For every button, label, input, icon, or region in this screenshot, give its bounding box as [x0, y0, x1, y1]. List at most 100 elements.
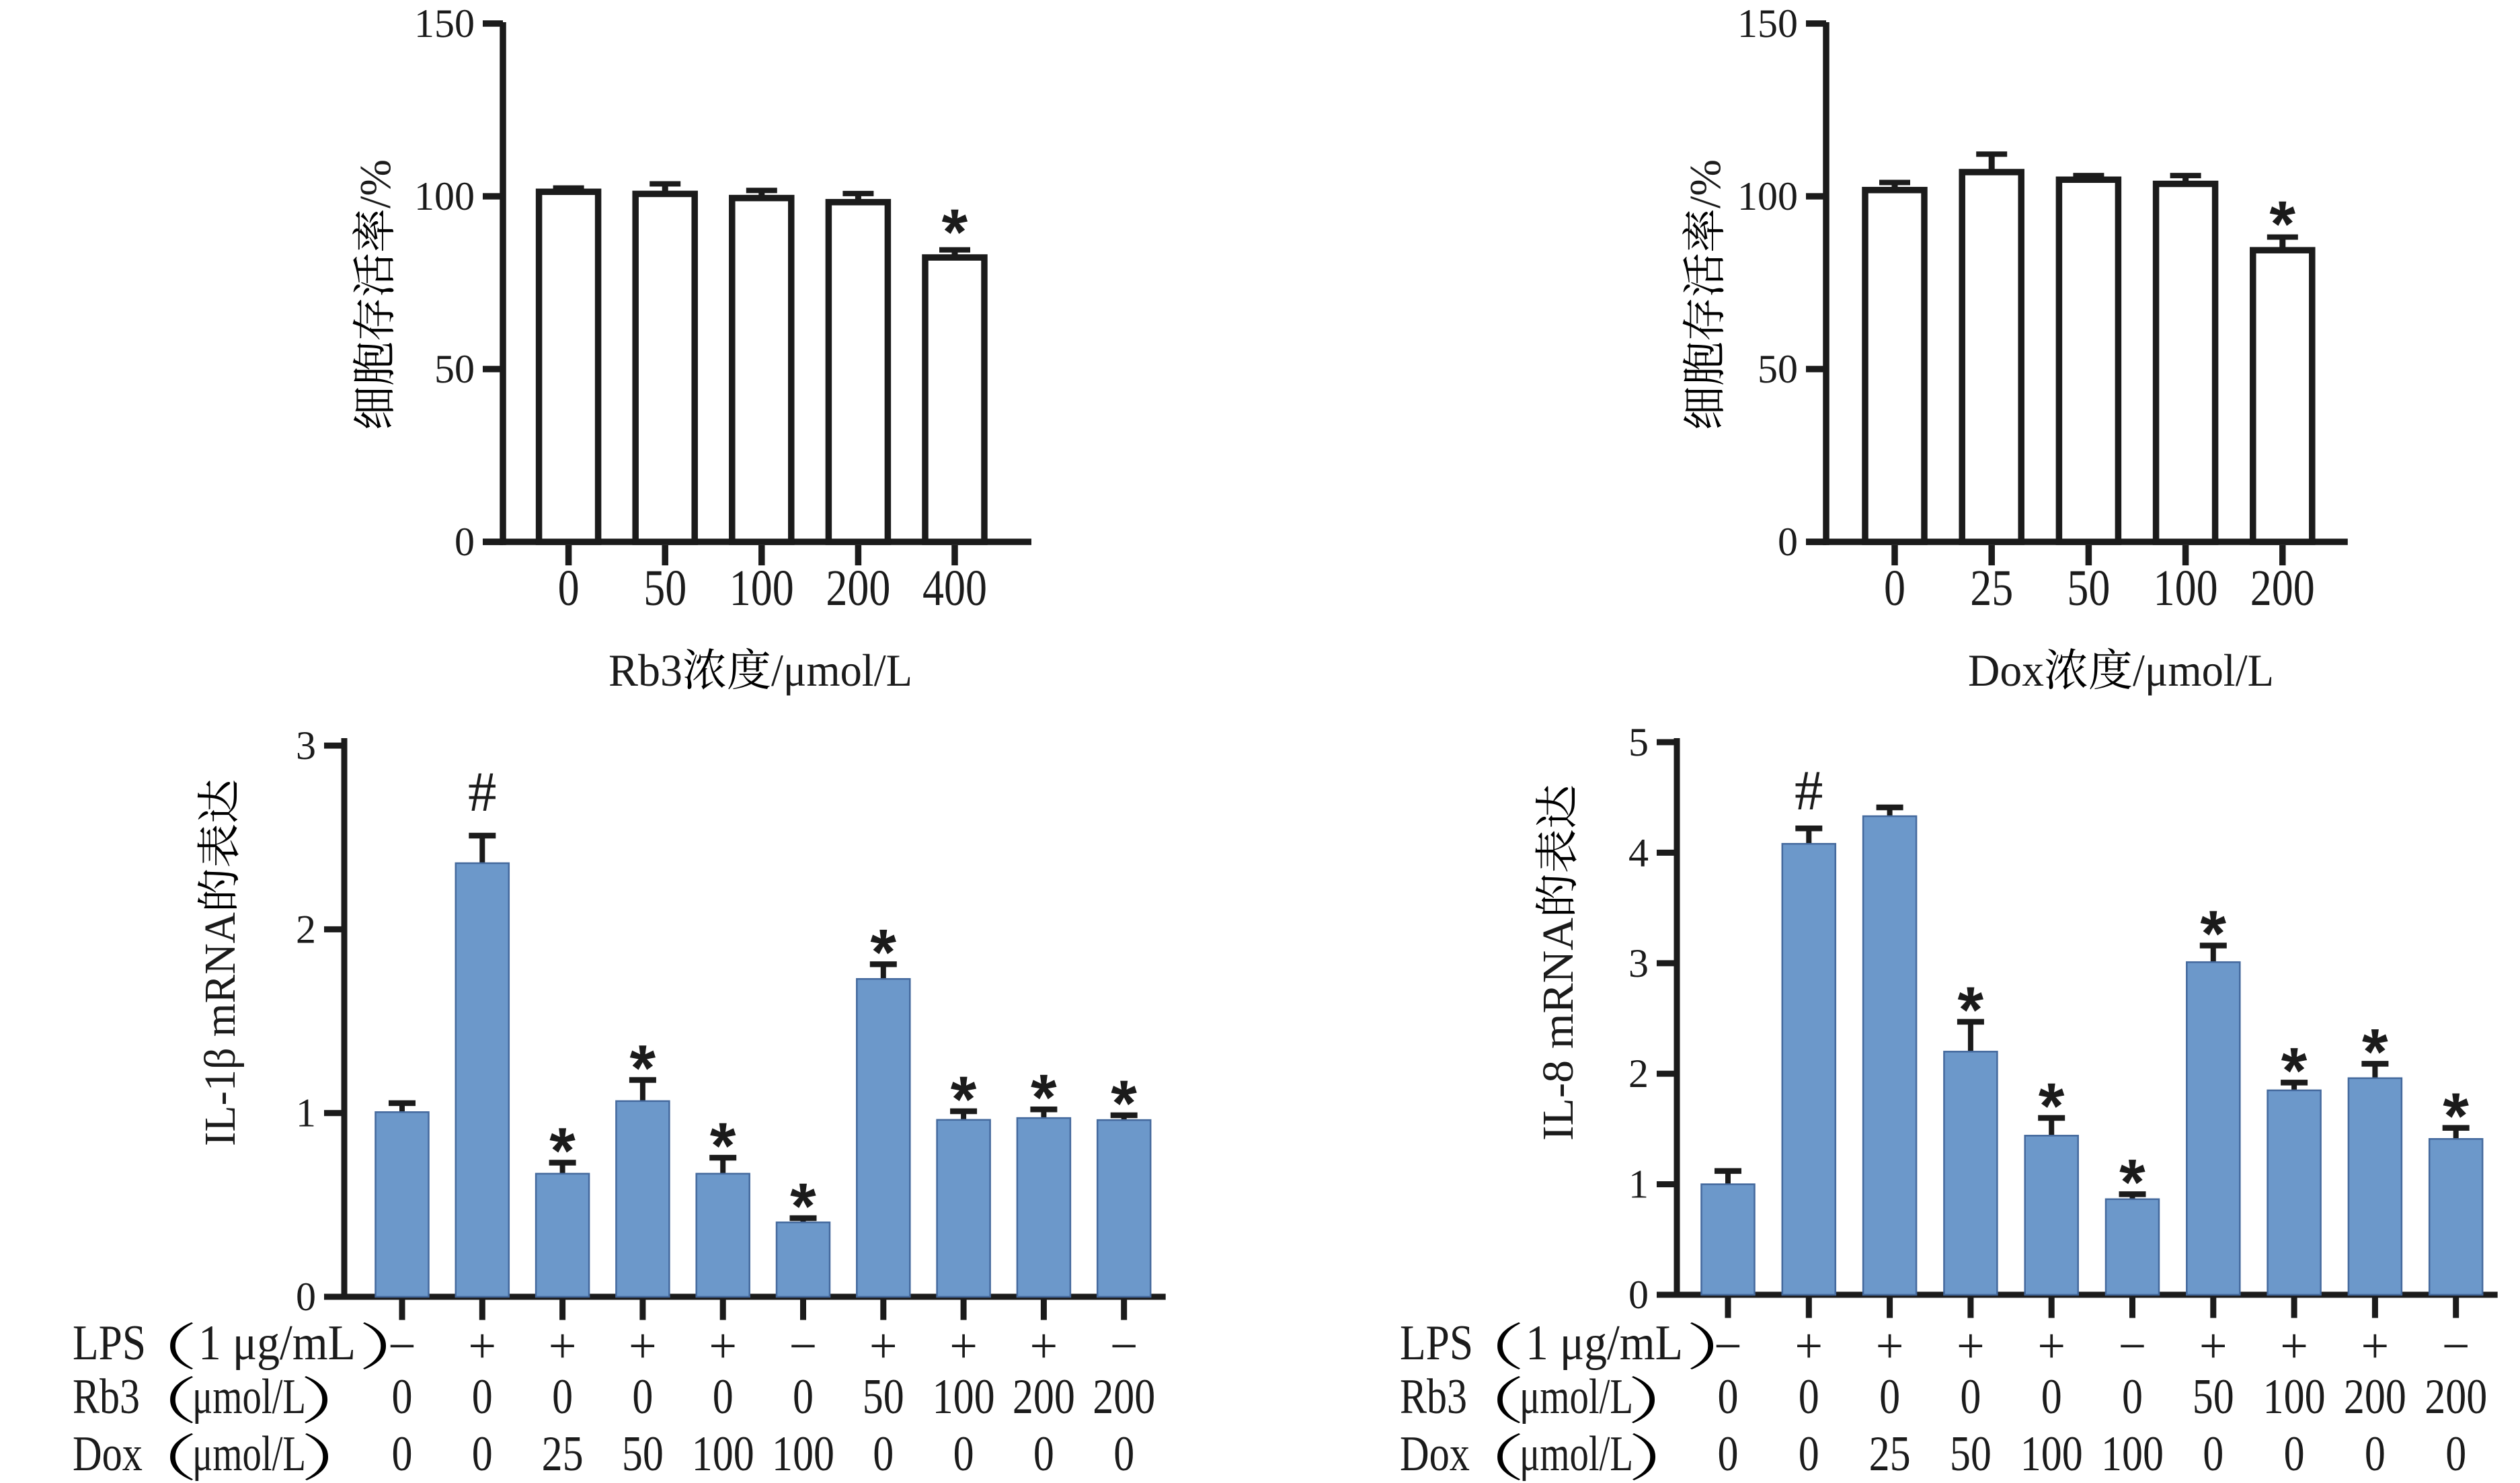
svg-text:+: +	[949, 1319, 978, 1374]
svg-text:1: 1	[1628, 1162, 1649, 1207]
svg-text:100: 100	[730, 560, 794, 616]
svg-text:−: −	[1714, 1319, 1742, 1374]
svg-text:0: 0	[953, 1427, 974, 1482]
svg-text:+: +	[468, 1319, 496, 1374]
svg-text:μmol/L: μmol/L	[192, 1369, 306, 1425]
svg-text:100: 100	[2020, 1427, 2083, 1482]
svg-text:0: 0	[1033, 1427, 1054, 1482]
svg-text:+: +	[2280, 1319, 2308, 1374]
svg-text:2: 2	[1628, 1051, 1649, 1096]
svg-text:#: #	[468, 760, 497, 824]
svg-text:0: 0	[1778, 520, 1798, 564]
svg-text:0: 0	[455, 520, 475, 564]
svg-text:50: 50	[2193, 1369, 2234, 1425]
svg-text:−: −	[1110, 1319, 1138, 1374]
svg-text:/μmol/L: /μmol/L	[2133, 645, 2274, 696]
svg-text:0: 0	[2365, 1427, 2386, 1482]
svg-text:1: 1	[296, 1091, 316, 1135]
svg-text:+: +	[1957, 1319, 1985, 1374]
svg-text:/%: /%	[351, 159, 400, 208]
svg-text:0: 0	[2284, 1427, 2305, 1482]
svg-text:0: 0	[2041, 1369, 2062, 1425]
svg-text:+: +	[629, 1319, 657, 1374]
svg-text:0: 0	[472, 1427, 493, 1482]
svg-text:0: 0	[1879, 1369, 1900, 1425]
svg-text:Dox: Dox	[1968, 645, 2044, 696]
svg-text:+: +	[1795, 1319, 1823, 1374]
svg-text:400: 400	[922, 560, 987, 616]
svg-text:25: 25	[1869, 1427, 1911, 1482]
svg-text:+: +	[1030, 1319, 1058, 1374]
svg-text:/μmol/L: /μmol/L	[771, 645, 912, 696]
svg-text:−: −	[789, 1319, 818, 1374]
svg-text:+: +	[2199, 1319, 2228, 1374]
svg-text:0: 0	[2445, 1427, 2466, 1482]
svg-text:0: 0	[793, 1369, 814, 1425]
svg-text:5: 5	[1628, 720, 1649, 764]
svg-text:+: +	[549, 1319, 577, 1374]
svg-text:0: 0	[1799, 1427, 1819, 1482]
svg-text:50: 50	[1758, 347, 1798, 391]
svg-text:+: +	[709, 1319, 737, 1374]
svg-text:100: 100	[414, 174, 475, 218]
svg-text:0: 0	[1799, 1369, 1819, 1425]
svg-text:200: 200	[1093, 1369, 1155, 1425]
svg-text:4: 4	[1628, 830, 1649, 875]
svg-text:/%: /%	[1681, 159, 1730, 208]
svg-text:Dox: Dox	[1400, 1427, 1470, 1482]
svg-text:LPS: LPS	[1400, 1316, 1473, 1371]
svg-text:0: 0	[1718, 1369, 1739, 1425]
svg-text:IL-8 mRNA: IL-8 mRNA	[1534, 918, 1583, 1141]
svg-text:150: 150	[1737, 1, 1798, 46]
svg-text:Dox: Dox	[73, 1427, 143, 1482]
svg-text:0: 0	[2203, 1427, 2223, 1482]
svg-text:50: 50	[643, 560, 686, 616]
svg-text:0: 0	[392, 1369, 413, 1425]
svg-text:25: 25	[1970, 560, 2013, 616]
svg-text:Rb3: Rb3	[608, 645, 682, 696]
svg-text:200: 200	[2250, 560, 2315, 616]
svg-text:0: 0	[632, 1369, 653, 1425]
svg-text:50: 50	[2067, 560, 2110, 616]
svg-text:100: 100	[2101, 1427, 2164, 1482]
svg-text:IL-1β mRNA: IL-1β mRNA	[196, 912, 245, 1146]
svg-text:−: −	[2119, 1319, 2147, 1374]
svg-text:200: 200	[2344, 1369, 2406, 1425]
svg-text:100: 100	[772, 1427, 834, 1482]
svg-text:3: 3	[1628, 941, 1649, 986]
svg-text:#: #	[1795, 759, 1823, 822]
svg-text:100: 100	[2263, 1369, 2326, 1425]
svg-text:50: 50	[622, 1427, 664, 1482]
svg-text:200: 200	[1013, 1369, 1075, 1425]
svg-text:0: 0	[558, 560, 580, 616]
svg-text:0: 0	[392, 1427, 413, 1482]
svg-text:−: −	[388, 1319, 416, 1374]
svg-text:0: 0	[1884, 560, 1905, 616]
svg-text:LPS: LPS	[73, 1316, 146, 1371]
svg-text:0: 0	[552, 1369, 573, 1425]
svg-text:+: +	[869, 1319, 898, 1374]
svg-text:Rb3: Rb3	[1400, 1369, 1467, 1425]
svg-text:0: 0	[873, 1427, 894, 1482]
svg-text:μmol/L: μmol/L	[192, 1427, 306, 1482]
svg-text:0: 0	[472, 1369, 493, 1425]
svg-text:3: 3	[296, 723, 316, 768]
svg-text:μmol/L: μmol/L	[1520, 1369, 1633, 1425]
svg-text:+: +	[2361, 1319, 2390, 1374]
svg-text:1 μg/mL: 1 μg/mL	[1526, 1316, 1683, 1371]
svg-text:Rb3: Rb3	[73, 1369, 140, 1425]
svg-text:1 μg/mL: 1 μg/mL	[198, 1316, 356, 1371]
svg-text:0: 0	[713, 1369, 734, 1425]
svg-text:0: 0	[2122, 1369, 2143, 1425]
svg-text:100: 100	[692, 1427, 754, 1482]
svg-text:0: 0	[1628, 1273, 1649, 1317]
svg-text:+: +	[1876, 1319, 1904, 1374]
svg-text:100: 100	[933, 1369, 995, 1425]
svg-text:−: −	[2442, 1319, 2470, 1374]
svg-text:0: 0	[1113, 1427, 1134, 1482]
svg-text:0: 0	[1960, 1369, 1981, 1425]
svg-text:50: 50	[434, 347, 475, 391]
svg-text:150: 150	[414, 1, 475, 46]
svg-text:100: 100	[1737, 174, 1798, 218]
svg-text:0: 0	[1718, 1427, 1739, 1482]
